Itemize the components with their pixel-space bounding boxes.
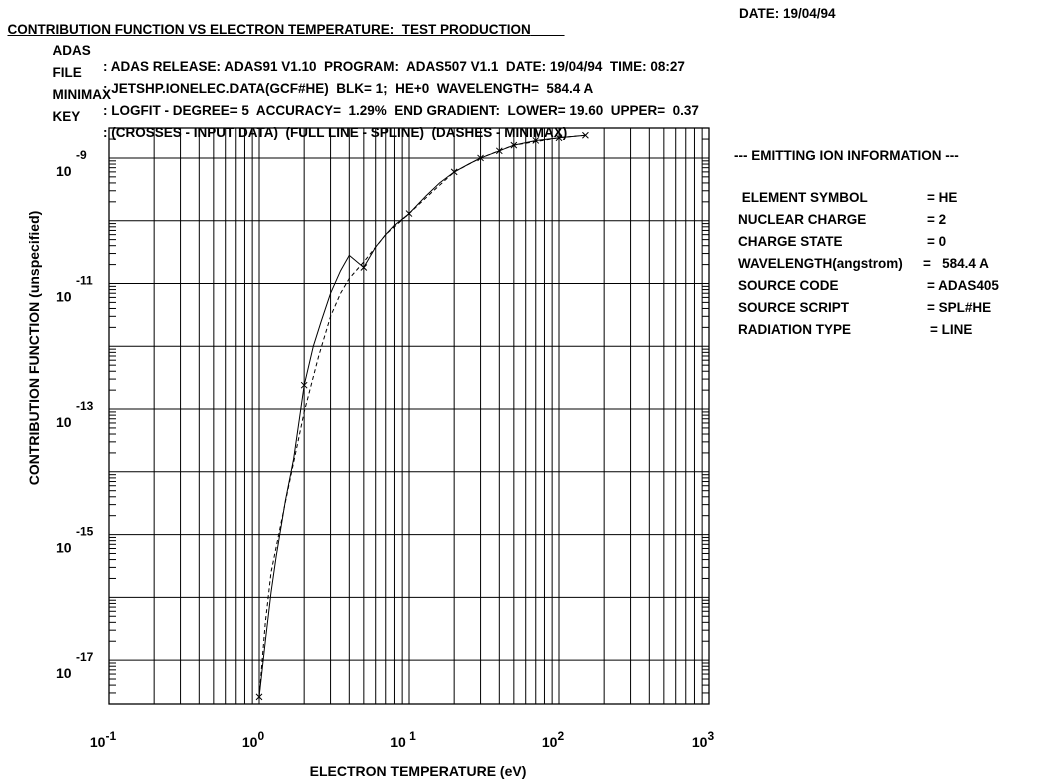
info-value: = 2	[927, 212, 947, 227]
header-label: KEY	[52, 109, 81, 124]
spline-line	[258, 134, 586, 697]
header-label: MINIMAX	[52, 87, 112, 102]
x-tick-label: 10-1	[90, 729, 117, 750]
info-value: = ADAS405	[927, 278, 999, 293]
header-text: : JETSHP.IONELEC.DATA(GCF#HE) BLK= 1; HE…	[103, 81, 594, 96]
info-value: = 0	[927, 234, 947, 249]
data-point-cross	[255, 693, 263, 701]
y-tick-label: 10	[56, 540, 72, 556]
y-tick-label: 10	[56, 665, 72, 681]
info-key: CHARGE STATE	[738, 234, 843, 249]
info-key: NUCLEAR CHARGE	[738, 212, 867, 227]
minimax-line	[258, 134, 586, 697]
x-tick-label: 103	[692, 729, 715, 750]
x-tick-label: 10 1	[390, 729, 416, 750]
y-tick-exponent: -13	[76, 399, 94, 413]
y-tick-exponent: -17	[76, 650, 94, 664]
y-tick-exponent: -9	[76, 148, 87, 162]
info-heading: --- EMITTING ION INFORMATION ---	[734, 148, 959, 163]
y-tick-label: 10	[56, 163, 72, 179]
tick-labels: 10-1 100 10 1 102 103 10 -9 10 -11 10 -13 10 -15 10 -1…	[56, 148, 714, 750]
grid	[108, 127, 710, 705]
header-label: ADAS	[52, 43, 91, 58]
info-key: SOURCE SCRIPT	[738, 300, 850, 315]
info-value: = LINE	[930, 322, 973, 337]
y-tick-exponent: -15	[76, 525, 94, 539]
header-text: : LOGFIT - DEGREE= 5 ACCURACY= 1.29% END…	[103, 103, 699, 118]
y-tick-exponent: -11	[76, 273, 93, 287]
y-axis-label: CONTRIBUTION FUNCTION (unspecified)	[26, 211, 42, 486]
header-line-file: FILE : JETSHP.IONELEC.DATA(GCF#HE) BLK= …	[45, 49, 594, 97]
info-key: WAVELENGTH(angstrom)	[738, 256, 903, 271]
info-key: SOURCE CODE	[738, 278, 839, 293]
chart-title: CONTRIBUTION FUNCTION VS ELECTRON TEMPER…	[7, 22, 531, 37]
data-point-cross	[582, 131, 589, 139]
info-value: = SPL#HE	[927, 300, 992, 315]
info-value: = HE	[927, 190, 958, 205]
header-date: DATE: 19/04/94	[739, 6, 836, 21]
header-title-row: CONTRIBUTION FUNCTION VS ELECTRON TEMPER…	[0, 6, 836, 54]
info-key: RADIATION TYPE	[738, 322, 852, 337]
header-line-adas: ADAS : ADAS RELEASE: ADAS91 V1.10 PROGRA…	[45, 27, 685, 75]
header-text: : ADAS RELEASE: ADAS91 V1.10 PROGRAM: AD…	[103, 59, 685, 74]
y-tick-label: 10	[56, 288, 72, 304]
header-line-minimax: MINIMAX : LOGFIT - DEGREE= 5 ACCURACY= 1…	[45, 71, 699, 119]
info-value: = 584.4 A	[923, 256, 989, 271]
series-layer	[255, 131, 589, 701]
info-key: ELEMENT SYMBOL	[738, 190, 868, 205]
x-tick-label: 100	[242, 729, 265, 750]
x-tick-label: 102	[542, 729, 565, 750]
x-axis-label: ELECTRON TEMPERATURE (eV)	[310, 763, 527, 779]
y-tick-label: 10	[56, 414, 72, 430]
header-label: FILE	[52, 65, 82, 80]
